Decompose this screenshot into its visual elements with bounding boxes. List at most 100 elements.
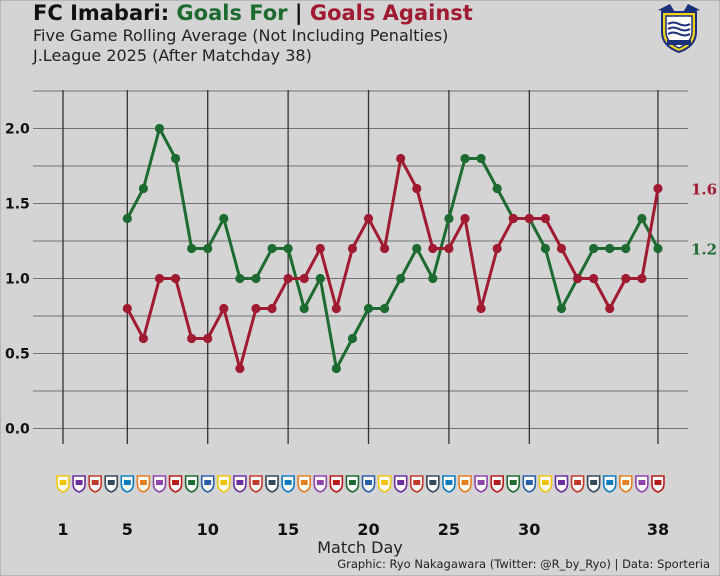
opponent-team-badge-icon bbox=[602, 475, 617, 493]
opponent-team-badge-icon bbox=[506, 475, 521, 493]
opponent-team-badge-icon bbox=[554, 475, 569, 493]
data-point-goals-for bbox=[203, 243, 213, 254]
data-point-goals-against bbox=[380, 243, 390, 254]
opponent-team-badge-icon bbox=[329, 475, 344, 493]
data-point-goals-against bbox=[283, 273, 293, 284]
labels-layer: 1.2 1.6 bbox=[691, 181, 717, 259]
data-point-goals-against bbox=[444, 243, 454, 254]
data-point-goals-against bbox=[235, 363, 245, 374]
data-point-goals-for bbox=[267, 243, 277, 254]
x-tick-label: 1 bbox=[57, 520, 68, 539]
end-value-label-goals-for: 1.2 bbox=[691, 241, 717, 259]
data-point-goals-against bbox=[187, 333, 197, 344]
opponent-team-badge-icon bbox=[538, 475, 553, 493]
y-tick-label: 1.5 bbox=[5, 197, 30, 213]
data-point-goals-against bbox=[476, 303, 486, 314]
data-point-goals-against bbox=[396, 153, 406, 164]
opponent-team-badge-icon bbox=[120, 475, 135, 493]
data-point-goals-against bbox=[589, 273, 599, 284]
data-point-goals-for bbox=[331, 363, 341, 374]
data-point-goals-against bbox=[315, 243, 325, 254]
opponent-team-badge-icon bbox=[619, 475, 633, 493]
opponent-team-badge-icon bbox=[345, 475, 360, 493]
opponent-team-badge-icon bbox=[313, 475, 328, 493]
data-point-goals-against bbox=[621, 273, 631, 284]
opponent-team-badge-icon bbox=[635, 475, 649, 493]
y-tick-label: 0.0 bbox=[5, 422, 30, 438]
opponent-team-badge-icon bbox=[297, 475, 311, 493]
data-point-goals-against bbox=[331, 303, 341, 314]
opponent-team-badge-icon bbox=[217, 475, 231, 493]
data-point-goals-against bbox=[492, 243, 502, 254]
opponent-team-badge-icon bbox=[104, 475, 119, 493]
x-tick-label: 10 bbox=[197, 520, 219, 539]
data-point-goals-against bbox=[170, 273, 181, 284]
opponent-team-badge-icon bbox=[265, 475, 279, 493]
opponent-team-badge-icon bbox=[72, 475, 86, 493]
data-point-goals-against bbox=[122, 303, 132, 314]
title-prefix: FC Imabari: bbox=[33, 1, 170, 25]
grid-layer: 1 5 10 15 20 25 30 380.00.51.01.52.0 bbox=[5, 90, 688, 539]
data-point-goals-for bbox=[187, 243, 197, 254]
data-point-goals-for bbox=[363, 303, 374, 314]
fc-imabari-crest-icon bbox=[658, 4, 700, 54]
data-point-goals-against bbox=[637, 273, 647, 284]
data-point-goals-for bbox=[476, 153, 486, 164]
title-separator: | bbox=[294, 1, 303, 25]
opponent-team-badge-icon bbox=[377, 475, 392, 493]
data-point-goals-for bbox=[460, 153, 470, 164]
data-point-goals-for bbox=[380, 303, 390, 314]
data-point-goals-against bbox=[460, 213, 470, 224]
data-point-goals-for bbox=[283, 243, 293, 254]
data-point-goals-for bbox=[170, 153, 181, 164]
data-point-goals-for bbox=[138, 183, 148, 194]
opponent-team-badge-icon bbox=[233, 475, 247, 493]
title-goals-for: Goals For bbox=[176, 1, 288, 25]
data-point-goals-for bbox=[122, 213, 132, 224]
x-tick-label: 30 bbox=[518, 520, 540, 539]
data-point-goals-against bbox=[267, 303, 277, 314]
opponent-team-badge-icon bbox=[651, 475, 665, 493]
series-line-goals-against bbox=[125, 157, 660, 370]
data-point-goals-for bbox=[653, 243, 663, 254]
x-tick-label: 15 bbox=[277, 520, 299, 539]
end-value-label-goals-against: 1.6 bbox=[691, 181, 717, 199]
data-point-goals-for bbox=[605, 243, 615, 254]
series-line-goals-for bbox=[125, 127, 660, 370]
opponent-team-badge-icon bbox=[393, 475, 408, 493]
opponent-team-badge-icon bbox=[152, 475, 167, 493]
data-point-goals-for bbox=[235, 273, 245, 284]
data-point-goals-against bbox=[508, 213, 518, 224]
data-point-goals-for bbox=[428, 273, 438, 284]
opponent-badges bbox=[56, 475, 665, 493]
data-point-goals-for bbox=[621, 243, 631, 254]
data-point-goals-against bbox=[572, 273, 583, 284]
credit-text: Graphic: Ryo Nakagawara (Twitter: @R_by_… bbox=[337, 557, 710, 571]
opponent-team-badge-icon bbox=[361, 475, 376, 493]
x-tick-label: 20 bbox=[357, 520, 379, 539]
opponent-team-badge-icon bbox=[409, 475, 424, 493]
series-layer bbox=[125, 127, 660, 370]
opponent-team-badge-icon bbox=[426, 475, 440, 493]
data-point-goals-for bbox=[396, 273, 406, 284]
data-point-goals-against bbox=[428, 243, 438, 254]
opponent-team-badge-icon bbox=[281, 475, 295, 493]
opponent-team-badge-icon bbox=[56, 475, 70, 493]
x-axis-label: Match Day bbox=[317, 538, 403, 557]
data-point-goals-for bbox=[219, 213, 229, 224]
data-point-goals-for bbox=[315, 273, 325, 284]
data-point-goals-for bbox=[251, 273, 261, 284]
y-tick-label: 2.0 bbox=[5, 122, 30, 138]
data-point-goals-for bbox=[299, 303, 309, 314]
title-goals-against: Goals Against bbox=[309, 1, 473, 25]
data-point-goals-for bbox=[444, 213, 454, 224]
data-point-goals-against bbox=[154, 273, 165, 284]
data-point-goals-against bbox=[251, 303, 261, 314]
data-point-goals-against bbox=[524, 213, 534, 224]
x-tick-label: 5 bbox=[122, 520, 133, 539]
data-point-goals-against bbox=[299, 273, 309, 284]
data-point-goals-for bbox=[540, 243, 551, 254]
opponent-team-badge-icon bbox=[168, 475, 183, 493]
data-point-goals-against bbox=[605, 303, 615, 314]
data-point-goals-for bbox=[637, 213, 647, 224]
